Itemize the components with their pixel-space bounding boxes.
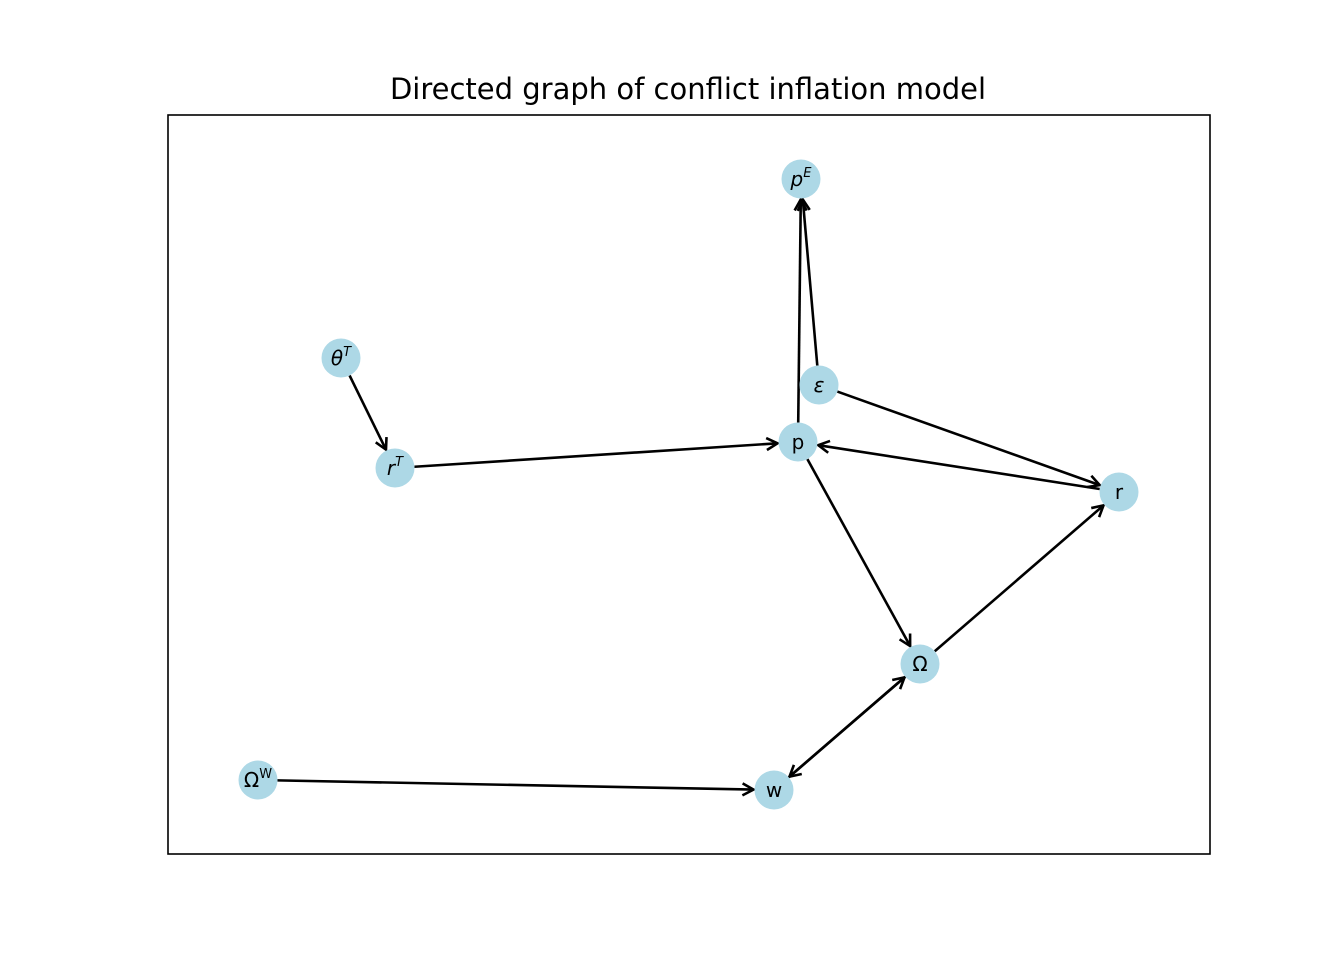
edge-rT-to-p (414, 436, 781, 469)
node-w: w (754, 770, 794, 810)
edge-epsilon-to-r (836, 390, 1103, 489)
node-circle (375, 448, 415, 488)
arrowhead (374, 437, 388, 453)
node-label-superscript: W (259, 767, 272, 782)
node-label: p (792, 430, 805, 454)
node-circle (238, 760, 278, 800)
edge-p-to-Omega (806, 458, 912, 649)
arrowhead (898, 633, 912, 649)
node-circle (781, 159, 821, 199)
arrowhead (765, 436, 781, 452)
node-epsilon: ε (799, 365, 839, 405)
node-circle (778, 422, 818, 462)
node-label: r (1115, 480, 1124, 504)
node-circle (754, 770, 794, 810)
edge-Omega-to-r (933, 503, 1106, 653)
arrowhead (1090, 503, 1106, 518)
node-label-base: θ (331, 346, 343, 370)
node-r: r (1099, 472, 1139, 512)
node-label-superscript: E (803, 166, 812, 181)
node-label-base: Ω (244, 768, 259, 792)
node-p: p (778, 422, 818, 462)
arrowhead (815, 439, 831, 454)
node-label: ε (814, 373, 825, 397)
node-label: pE (790, 166, 813, 191)
node-label-superscript: T (395, 455, 404, 470)
node-rT: rT (375, 448, 415, 488)
node-label-base: Ω (912, 652, 927, 676)
node-label: w (766, 778, 782, 802)
node-label-base: r (387, 456, 397, 480)
node-label: Ω (912, 652, 927, 676)
edges-layer (277, 196, 1106, 797)
node-label-base: r (1115, 480, 1124, 504)
node-label: θT (331, 345, 352, 370)
arrowhead (796, 196, 811, 212)
node-circle (321, 338, 361, 378)
edge-thetaT-to-rT (348, 374, 388, 453)
plot-frame (167, 114, 1211, 855)
edge-OmegaW-to-w (277, 779, 757, 797)
node-pE: pE (781, 159, 821, 199)
arrowhead (741, 782, 757, 797)
node-label-base: p (792, 430, 805, 454)
node-circle (1099, 472, 1139, 512)
edge-w-to-Omega (787, 675, 907, 779)
node-thetaT: θT (321, 338, 361, 378)
node-Omega: Ω (900, 644, 940, 684)
node-label: rT (387, 455, 404, 480)
arrowhead (891, 675, 907, 690)
figure-title: Directed graph of conflict inflation mod… (390, 72, 986, 106)
node-circle (799, 365, 839, 405)
node-label: ΩW (244, 767, 272, 792)
node-label-base: p (790, 167, 804, 191)
node-label-base: ε (814, 373, 825, 397)
node-OmegaW: ΩW (238, 760, 278, 800)
node-label-base: w (766, 778, 782, 802)
edge-epsilon-to-pE (796, 196, 819, 366)
node-circle (900, 644, 940, 684)
node-label-superscript: T (343, 345, 352, 360)
edge-r-to-p (815, 439, 1100, 491)
